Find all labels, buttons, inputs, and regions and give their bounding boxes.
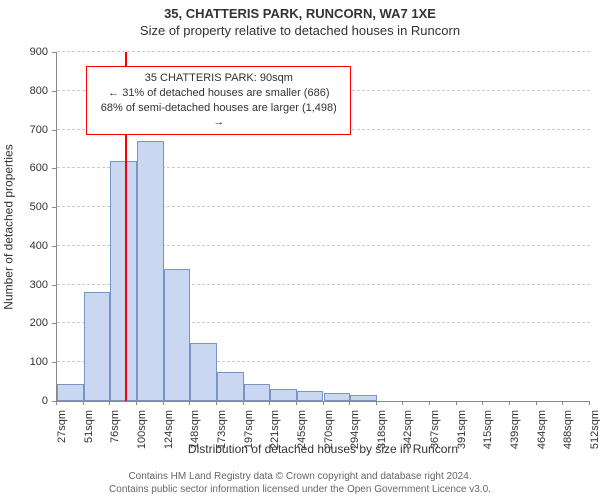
x-tick-label: 512sqm [589, 410, 600, 454]
histogram-bar [324, 393, 351, 401]
plot-area: 35 CHATTERIS PARK: 90sqm← 31% of detache… [56, 52, 590, 402]
y-tick-label: 200 [30, 317, 48, 329]
histogram-bar [217, 372, 244, 401]
y-tick-label: 700 [30, 124, 48, 136]
histogram-bar [244, 384, 271, 401]
footer-line-1: Contains HM Land Registry data © Crown c… [0, 470, 600, 483]
annotation-line: 35 CHATTERIS PARK: 90sqm [95, 71, 342, 86]
y-tick-label: 0 [42, 395, 48, 407]
page-subtitle: Size of property relative to detached ho… [0, 23, 600, 38]
y-tick-label: 300 [30, 279, 48, 291]
histogram-bar [270, 389, 297, 401]
annotation-box: 35 CHATTERIS PARK: 90sqm← 31% of detache… [86, 66, 351, 135]
y-axis-ticks: 0 100 200 300 400 500 600 700 800 900 [18, 42, 52, 412]
y-tick-label: 400 [30, 240, 48, 252]
y-tick-label: 100 [30, 356, 48, 368]
page-title: 35, CHATTERIS PARK, RUNCORN, WA7 1XE [0, 6, 600, 21]
histogram-bar [350, 395, 377, 401]
annotation-line: ← 31% of detached houses are smaller (68… [95, 86, 342, 101]
footer-attribution: Contains HM Land Registry data © Crown c… [0, 470, 600, 496]
annotation-line: 68% of semi-detached houses are larger (… [95, 101, 342, 131]
y-tick-label: 900 [30, 46, 48, 58]
histogram-bar [137, 141, 164, 401]
histogram-chart: Number of detached properties 0 100 200 300… [0, 42, 600, 450]
y-axis-label: Number of detached properties [2, 42, 16, 412]
histogram-bar [190, 343, 217, 401]
histogram-bar [297, 391, 324, 401]
gridline [57, 51, 590, 52]
y-tick-label: 500 [30, 201, 48, 213]
y-tick-label: 600 [30, 162, 48, 174]
y-tick-label: 800 [30, 85, 48, 97]
histogram-bar [84, 292, 111, 401]
histogram-bar [110, 161, 137, 401]
histogram-bar [57, 384, 84, 401]
footer-line-2: Contains public sector information licen… [0, 483, 600, 496]
histogram-bar [164, 269, 191, 401]
x-axis-label: Distribution of detached houses by size … [56, 442, 590, 456]
